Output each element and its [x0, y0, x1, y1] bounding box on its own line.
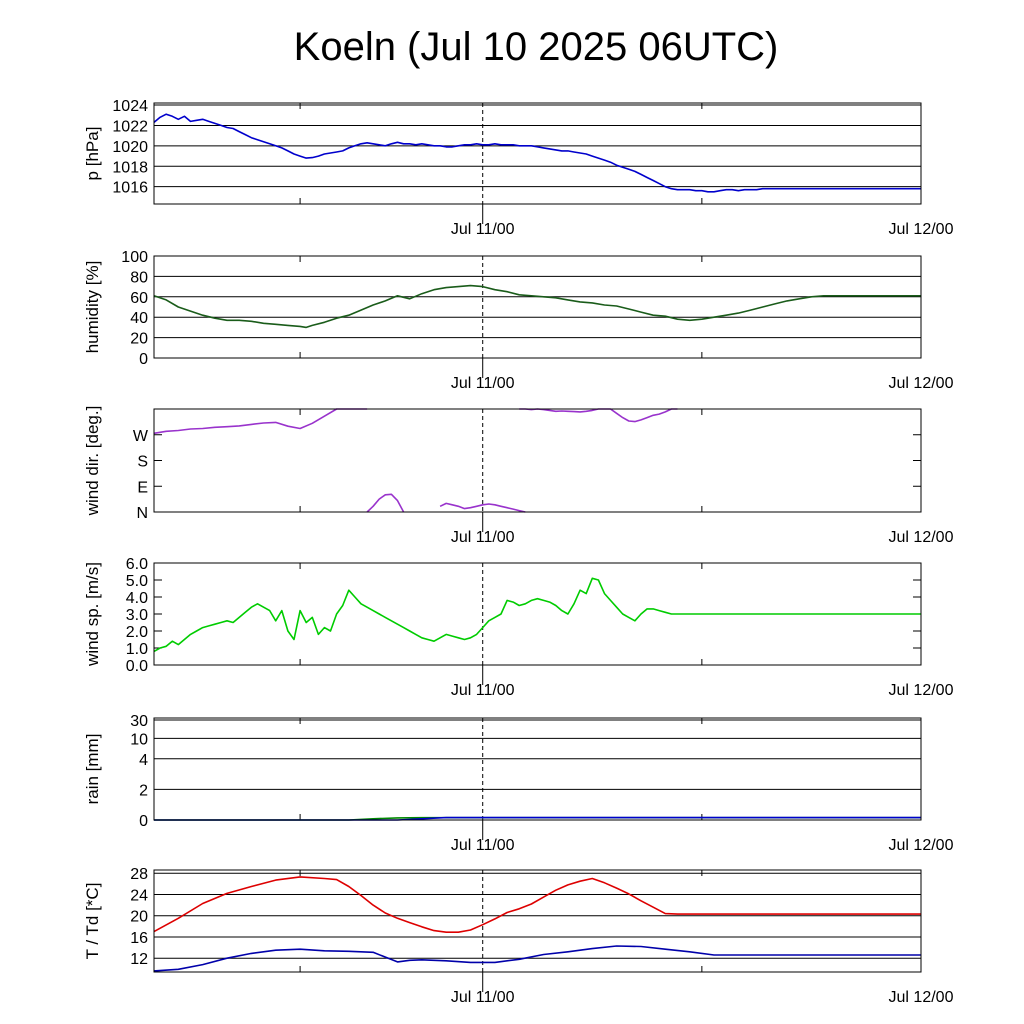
y-tick-label: E [137, 479, 148, 496]
x-tick-label: Jul 11/00 [451, 529, 515, 546]
y-tick-label: 24 [130, 887, 148, 904]
y-tick-label: 2.0 [126, 624, 148, 641]
y-tick-label: 4 [139, 752, 148, 769]
panel-0: 1016 1018 1020 1022 1024 p [hPa] Jul 11/00 Jul … [83, 98, 954, 238]
series-line-0-seg-2 [366, 493, 526, 513]
y-axis-label: wind dir. [deg.] [83, 406, 102, 517]
x-tick-label: Jul 11/00 [451, 837, 515, 854]
x-tick-label: Jul 11/00 [451, 375, 515, 392]
x-tick-label: Jul 11/00 [451, 221, 515, 238]
y-tick-label: 20 [130, 909, 148, 926]
y-axis-label: rain [mm] [83, 734, 102, 805]
x-tick-label: Jul 12/00 [889, 375, 954, 392]
y-tick-label: 0 [139, 813, 148, 830]
y-axis-label: wind sp. [m/s] [83, 562, 102, 667]
y-tick-label: 1022 [112, 118, 148, 135]
plot-frame [153, 255, 922, 359]
y-tick-label: W [133, 428, 149, 445]
y-axis-label: T / Td [*C] [83, 883, 102, 960]
y-tick-label: S [137, 454, 148, 471]
y-tick-label: 60 [130, 290, 148, 307]
y-tick-label: 1018 [112, 159, 148, 176]
y-tick-label: 20 [130, 331, 148, 348]
x-tick-label: Jul 12/00 [889, 221, 954, 238]
y-tick-label: 4.0 [126, 590, 148, 607]
x-tick-label: Jul 12/00 [889, 989, 954, 1006]
x-tick-label: Jul 11/00 [451, 989, 515, 1006]
y-tick-label: 1.0 [126, 641, 148, 658]
x-tick-label: Jul 12/00 [889, 529, 954, 546]
y-tick-label: 12 [130, 951, 148, 968]
y-tick-label: 0.0 [126, 658, 148, 675]
plot-frame [153, 408, 922, 513]
plot-frame [153, 562, 922, 666]
series-line-0-seg-1 [519, 408, 678, 423]
y-tick-label: 0 [139, 351, 148, 368]
series-line-1 [153, 945, 921, 972]
panel-1: 0 20 40 60 80 100 humidity [%] Jul 11/00 Jul 12/… [83, 249, 954, 392]
chart-title: Koeln (Jul 10 2025 06UTC) [294, 25, 779, 69]
y-tick-label: 16 [130, 930, 148, 947]
y-tick-label: 2 [139, 782, 148, 799]
y-tick-label: 5.0 [126, 573, 148, 590]
series-line-0-seg-0 [153, 408, 368, 435]
y-tick-label: 1016 [112, 180, 148, 197]
panel-3: 0.01.02.03.04.05.06.0 wind sp. [m/s] Jul 1… [83, 556, 954, 699]
y-tick-label: 40 [130, 310, 148, 327]
y-tick-label: 6.0 [126, 556, 148, 573]
panel-5: 12 16 20 24 28 T / Td [*C] Jul 11/00 Jul 12/00 [83, 866, 954, 1006]
y-axis-label: p [hPa] [83, 127, 102, 181]
series-line-0 [153, 876, 921, 933]
y-tick-label: 30 [130, 713, 148, 730]
x-tick-label: Jul 11/00 [451, 682, 515, 699]
y-tick-label: N [136, 505, 148, 522]
plot-frame [153, 717, 922, 821]
plot-frame [153, 102, 922, 205]
y-axis-label: humidity [%] [83, 261, 102, 354]
series-line-0 [153, 577, 921, 653]
y-tick-label: 1020 [112, 139, 148, 156]
y-tick-label: 28 [130, 866, 148, 883]
y-tick-label: 80 [130, 269, 148, 286]
y-tick-label: 1024 [112, 98, 148, 115]
y-tick-label: 10 [130, 731, 148, 748]
x-tick-label: Jul 12/00 [889, 682, 954, 699]
y-tick-label: 100 [121, 249, 148, 266]
series-line-0 [153, 284, 921, 329]
plot-frame [153, 869, 922, 973]
x-tick-label: Jul 12/00 [889, 837, 954, 854]
y-tick-label: 3.0 [126, 607, 148, 624]
series-line-0 [153, 113, 921, 193]
